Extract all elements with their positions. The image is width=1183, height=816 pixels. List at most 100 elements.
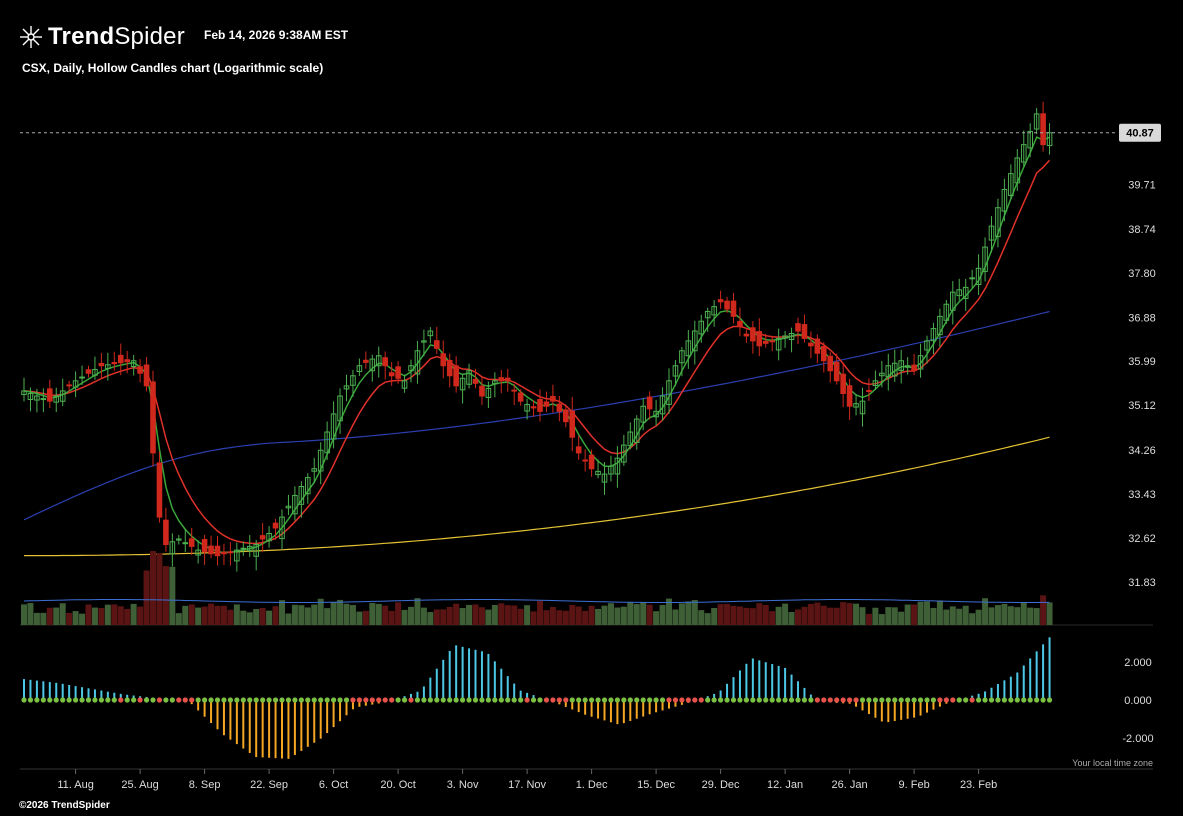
volume-bar bbox=[994, 605, 1001, 625]
volume-bar bbox=[736, 606, 743, 625]
last-price-label: 40.87 bbox=[1126, 128, 1154, 140]
signal-dot bbox=[711, 697, 717, 703]
candle-down bbox=[453, 365, 459, 387]
volume-average-line bbox=[23, 599, 1050, 603]
volume-bar bbox=[788, 612, 795, 625]
candle-down bbox=[434, 340, 440, 349]
volume-bar bbox=[620, 606, 627, 625]
candle-down bbox=[550, 395, 556, 402]
candle-up bbox=[34, 395, 40, 401]
candle-down bbox=[382, 357, 388, 367]
candle-up bbox=[685, 340, 692, 357]
volume-bar bbox=[711, 607, 718, 625]
signal-dot bbox=[505, 697, 511, 703]
candle-up bbox=[782, 335, 788, 339]
volume-bar bbox=[1046, 602, 1053, 625]
signal-dot bbox=[376, 697, 382, 703]
volume-bar bbox=[408, 606, 414, 625]
signal-dot bbox=[634, 697, 640, 703]
volume-bar bbox=[872, 607, 879, 625]
candle-up bbox=[305, 477, 311, 495]
volume-bar bbox=[801, 606, 808, 625]
volume-bar bbox=[259, 607, 266, 625]
volume-bar bbox=[853, 603, 860, 625]
volume-bar bbox=[143, 570, 150, 625]
signal-dot bbox=[518, 697, 524, 703]
signal-dot bbox=[447, 697, 453, 703]
volume-bar bbox=[962, 605, 969, 625]
signal-dot bbox=[537, 697, 543, 703]
signal-dot bbox=[479, 697, 485, 703]
candle-down bbox=[66, 384, 72, 387]
volume-bar bbox=[382, 605, 389, 625]
candle-up bbox=[1014, 157, 1021, 184]
signal-dot bbox=[324, 697, 330, 703]
volume-bar bbox=[601, 605, 608, 625]
candle-up bbox=[1046, 132, 1053, 147]
candle-up bbox=[885, 365, 892, 377]
signal-dot bbox=[131, 697, 137, 703]
volume-bar bbox=[595, 608, 602, 625]
signal-dot bbox=[556, 697, 562, 703]
signal-dot bbox=[266, 697, 272, 703]
volume-group bbox=[21, 551, 1053, 625]
signal-dot bbox=[1001, 697, 1008, 703]
candle-down bbox=[750, 327, 756, 342]
candle-up bbox=[492, 380, 498, 385]
candle-up bbox=[459, 377, 466, 391]
volume-bar bbox=[904, 604, 911, 625]
signal-dot bbox=[569, 697, 575, 703]
candle-down bbox=[756, 331, 763, 347]
candle-down bbox=[446, 359, 453, 377]
candle-down bbox=[543, 401, 550, 407]
volume-bar bbox=[833, 607, 840, 625]
chart-subtitle: CSX, Daily, Hollow Candles chart (Logari… bbox=[22, 61, 324, 75]
x-tick-label: 6. Oct bbox=[319, 779, 348, 791]
volume-bar bbox=[846, 603, 853, 625]
candle-down bbox=[511, 389, 517, 392]
candle-up bbox=[130, 360, 137, 368]
candle-down bbox=[575, 446, 582, 454]
candle-up bbox=[614, 457, 621, 475]
candle-up bbox=[621, 444, 627, 463]
candle-down bbox=[769, 340, 776, 343]
signal-dot bbox=[879, 697, 885, 703]
candle-down bbox=[646, 396, 653, 410]
volume-bar bbox=[491, 604, 498, 625]
candle-up bbox=[853, 403, 859, 408]
volume-bar bbox=[795, 609, 801, 625]
volume-bar bbox=[724, 603, 731, 625]
x-tick-label: 12. Jan bbox=[767, 779, 803, 791]
trendspider-logo-icon bbox=[20, 26, 42, 48]
signal-dot bbox=[395, 697, 401, 703]
candle-up bbox=[653, 410, 659, 418]
volume-bar bbox=[698, 610, 705, 625]
candle-up bbox=[1008, 173, 1014, 196]
volume-bar bbox=[646, 604, 653, 625]
signal-dot bbox=[208, 697, 214, 703]
signal-dot bbox=[924, 697, 930, 703]
volume-bar bbox=[898, 611, 905, 625]
signal-dot bbox=[892, 697, 898, 703]
candle-up bbox=[401, 380, 408, 389]
candle-down bbox=[221, 551, 227, 555]
signal-dot bbox=[279, 697, 285, 703]
volume-bar bbox=[930, 607, 937, 625]
volume-bar bbox=[188, 604, 195, 625]
candle-up bbox=[176, 538, 182, 541]
signal-dot bbox=[34, 697, 40, 703]
volume-bar bbox=[401, 609, 408, 625]
signal-dot bbox=[988, 697, 995, 703]
signal-dot bbox=[1021, 697, 1027, 703]
volume-bar bbox=[330, 601, 337, 625]
volume-bar bbox=[356, 611, 363, 625]
signal-dot bbox=[840, 697, 846, 703]
signal-dot bbox=[202, 697, 208, 703]
candle-up bbox=[343, 385, 350, 390]
candle-up bbox=[421, 340, 427, 343]
volume-bar bbox=[369, 602, 376, 625]
candles-group bbox=[21, 101, 1053, 572]
volume-bar bbox=[556, 610, 563, 625]
volume-bar bbox=[253, 608, 260, 625]
